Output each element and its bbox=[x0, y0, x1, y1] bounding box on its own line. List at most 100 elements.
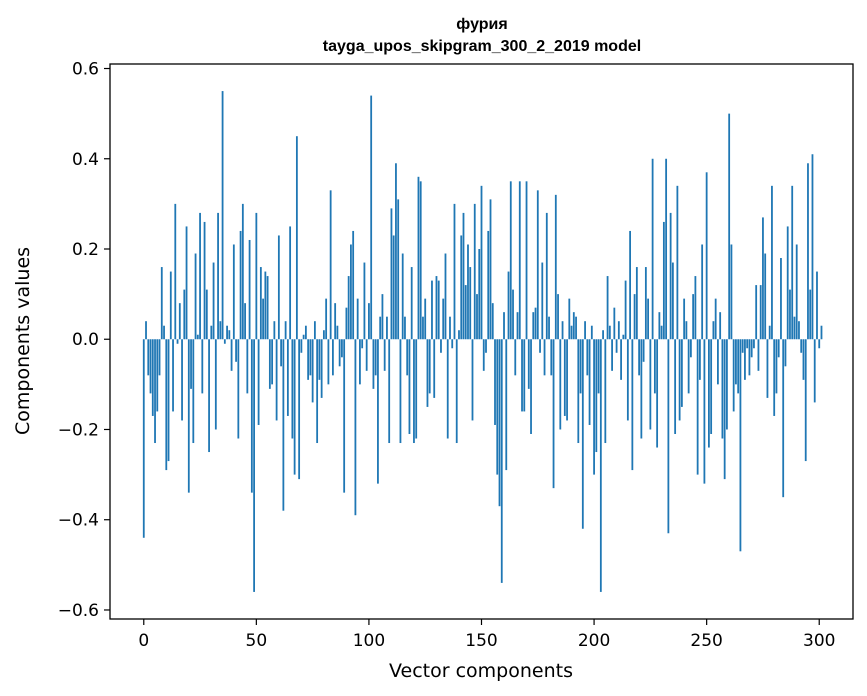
bar-179 bbox=[545, 212, 548, 340]
bar-12 bbox=[169, 271, 172, 340]
bar-103 bbox=[374, 339, 377, 376]
bar-92 bbox=[350, 244, 352, 340]
bar-42 bbox=[237, 339, 240, 439]
bar-250 bbox=[705, 172, 708, 340]
bar-20 bbox=[187, 339, 190, 493]
bar-137 bbox=[451, 339, 454, 349]
bar-40 bbox=[232, 244, 235, 340]
bar-2 bbox=[147, 339, 150, 376]
bar-164 bbox=[512, 289, 514, 340]
y-tick-label-0: −0.6 bbox=[58, 601, 99, 621]
bar-51 bbox=[257, 339, 260, 425]
bar-157 bbox=[496, 339, 499, 475]
bar-277 bbox=[766, 339, 769, 398]
bar-293 bbox=[802, 339, 805, 380]
bar-76 bbox=[313, 321, 316, 340]
bar-299 bbox=[816, 271, 818, 340]
bar-248 bbox=[701, 244, 704, 340]
bar-8 bbox=[160, 267, 163, 340]
bar-78 bbox=[318, 339, 321, 380]
bar-226 bbox=[651, 158, 654, 340]
bar-237 bbox=[676, 185, 679, 340]
bar-224 bbox=[647, 298, 650, 340]
bar-149 bbox=[478, 249, 481, 340]
bar-127 bbox=[428, 339, 431, 394]
bar-294 bbox=[804, 339, 807, 462]
bar-139 bbox=[455, 339, 458, 444]
bar-50 bbox=[255, 212, 258, 340]
bar-84 bbox=[332, 339, 334, 376]
bar-18 bbox=[183, 289, 186, 340]
bar-140 bbox=[458, 330, 460, 340]
y-tick-label-3: 0.0 bbox=[72, 330, 99, 350]
bar-24 bbox=[196, 334, 199, 340]
bar-37 bbox=[226, 325, 228, 340]
bar-70 bbox=[300, 339, 303, 353]
bar-61 bbox=[280, 339, 283, 367]
bar-44 bbox=[241, 203, 244, 340]
bar-118 bbox=[408, 339, 411, 434]
bar-141 bbox=[460, 235, 463, 340]
bar-280 bbox=[773, 339, 776, 416]
bar-104 bbox=[377, 339, 379, 484]
bar-39 bbox=[230, 339, 233, 371]
bar-191 bbox=[572, 312, 575, 340]
bar-201 bbox=[595, 339, 598, 453]
bar-21 bbox=[190, 339, 192, 389]
bar-64 bbox=[286, 339, 289, 416]
y-tick-label-1: −0.4 bbox=[58, 511, 99, 531]
bar-58 bbox=[273, 321, 276, 340]
bar-99 bbox=[365, 339, 368, 371]
bar-153 bbox=[487, 230, 490, 340]
bar-123 bbox=[419, 181, 422, 340]
bar-4 bbox=[151, 339, 154, 416]
bar-188 bbox=[566, 339, 568, 421]
bar-221 bbox=[640, 339, 643, 439]
bar-68 bbox=[295, 136, 298, 340]
bar-72 bbox=[304, 325, 307, 340]
bar-241 bbox=[685, 321, 688, 340]
bar-200 bbox=[593, 339, 595, 475]
x-tick-label-150: 150 bbox=[465, 631, 497, 651]
bar-195 bbox=[581, 339, 584, 529]
bar-285 bbox=[784, 339, 787, 367]
bar-5 bbox=[154, 339, 156, 444]
bar-91 bbox=[347, 276, 350, 340]
bar-242 bbox=[687, 339, 690, 394]
bar-17 bbox=[181, 339, 183, 421]
bar-86 bbox=[336, 325, 339, 340]
bar-73 bbox=[307, 339, 310, 380]
bar-143 bbox=[464, 285, 467, 340]
bar-88 bbox=[341, 339, 343, 358]
bar-182 bbox=[552, 339, 555, 489]
bar-38 bbox=[228, 330, 231, 340]
bar-170 bbox=[525, 181, 528, 340]
bar-271 bbox=[753, 339, 755, 349]
bar-273 bbox=[757, 339, 760, 371]
bar-202 bbox=[597, 339, 600, 394]
bar-207 bbox=[608, 325, 611, 340]
bar-295 bbox=[807, 163, 809, 340]
bar-291 bbox=[798, 321, 800, 340]
bar-33 bbox=[217, 212, 219, 340]
bar-85 bbox=[334, 303, 337, 340]
bar-298 bbox=[813, 339, 816, 403]
bar-249 bbox=[703, 339, 706, 484]
bar-69 bbox=[298, 339, 301, 480]
bar-28 bbox=[205, 289, 208, 340]
bar-9 bbox=[163, 325, 165, 340]
bar-67 bbox=[293, 339, 296, 475]
bar-36 bbox=[223, 339, 226, 344]
bar-112 bbox=[395, 163, 397, 340]
bar-162 bbox=[507, 271, 510, 340]
bar-297 bbox=[811, 154, 814, 340]
bar-163 bbox=[509, 181, 512, 340]
bar-214 bbox=[624, 280, 627, 340]
bar-264 bbox=[737, 339, 740, 394]
bar-98 bbox=[363, 262, 366, 340]
bar-290 bbox=[795, 244, 798, 340]
bar-49 bbox=[253, 339, 255, 592]
y-axis-ticks: −0.6 −0.4 −0.2 0.0 0.2 0.4 0.6 bbox=[58, 60, 110, 621]
bar-131 bbox=[437, 280, 440, 340]
bar-151 bbox=[482, 339, 485, 371]
